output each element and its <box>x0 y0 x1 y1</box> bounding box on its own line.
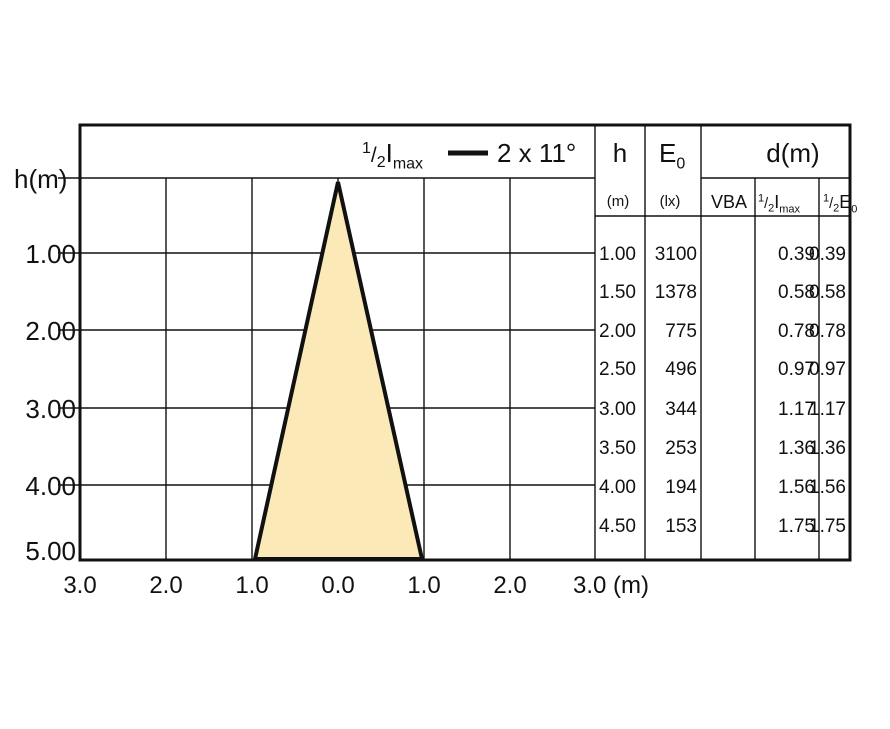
cell-e0: 153 <box>665 516 697 537</box>
cell-e0: 496 <box>665 359 697 380</box>
cell-e0: 3100 <box>655 244 697 265</box>
cell-half-e: 1.56 <box>809 477 846 498</box>
cell-e0: 775 <box>665 321 697 342</box>
cell-half-e: 1.75 <box>809 516 846 537</box>
cell-half-e: 0.58 <box>809 282 846 303</box>
cell-h: 1.50 <box>599 282 636 303</box>
header-d: d(m) <box>766 138 819 168</box>
slash: / <box>371 144 377 167</box>
numerator: 1 <box>362 140 371 157</box>
numerator: 1 <box>823 193 829 205</box>
cell-e0: 194 <box>665 477 697 498</box>
subscript: 0 <box>676 156 685 173</box>
legend-symbol: 1/2Imax <box>362 138 423 173</box>
y-tick-label: 3.00 <box>25 394 76 424</box>
cell-half-imax: 1.36 <box>778 438 815 459</box>
table-lines <box>594 125 850 560</box>
denominator: 2 <box>377 154 386 171</box>
symbol: I <box>774 192 779 212</box>
x-tick-label: 1.0 <box>235 572 268 599</box>
cell-h: 4.00 <box>599 477 636 498</box>
symbol: I <box>386 138 393 168</box>
cell-h: 2.50 <box>599 359 636 380</box>
x-tick-label: 0.0 <box>321 572 354 599</box>
cell-half-imax: 0.97 <box>778 359 815 380</box>
cell-h: 4.50 <box>599 516 636 537</box>
x-tick-label: 2.0 <box>149 572 182 599</box>
y-tick-label: 4.00 <box>25 471 76 501</box>
cell-half-imax: 0.58 <box>778 282 815 303</box>
subscript: 0 <box>851 204 857 216</box>
cell-half-e: 1.36 <box>809 438 846 459</box>
cell-half-imax: 0.39 <box>778 244 815 265</box>
cell-half-e: 1.17 <box>809 399 846 420</box>
denominator: 2 <box>833 203 839 215</box>
subscript: max <box>779 204 800 216</box>
header-e0: E0 <box>659 138 685 173</box>
cell-half-e: 0.39 <box>809 244 846 265</box>
symbol: E <box>659 138 676 168</box>
slash: / <box>764 196 768 212</box>
cell-e0: 344 <box>665 399 697 420</box>
cell-half-imax: 1.17 <box>778 399 815 420</box>
cell-h: 2.00 <box>599 321 636 342</box>
cell-half-e: 0.78 <box>809 321 846 342</box>
x-tick-label: 2.0 <box>493 572 526 599</box>
frame <box>78 123 852 562</box>
cell-h: 1.00 <box>599 244 636 265</box>
unit-vba: VBA <box>711 192 747 212</box>
y-axis-label: h(m) <box>14 164 67 194</box>
x-tick-label: 3.0 (m) <box>573 572 649 599</box>
cell-e0: 1378 <box>655 282 697 303</box>
header-h: h <box>613 138 627 168</box>
y-tick-label: 1.00 <box>25 239 76 269</box>
unit-half-imax: 1/2Imax <box>758 192 801 216</box>
numerator: 1 <box>758 193 764 205</box>
cell-half-imax: 1.56 <box>778 477 815 498</box>
x-tick-label: 3.0 <box>63 572 96 599</box>
symbol: E <box>839 192 851 212</box>
cell-half-imax: 1.75 <box>778 516 815 537</box>
unit-half-e: 1/2E0 <box>823 192 857 216</box>
unit-e0: (lx) <box>660 193 681 210</box>
cell-h: 3.50 <box>599 438 636 459</box>
cell-half-e: 0.97 <box>809 359 846 380</box>
cell-h: 3.00 <box>599 399 636 420</box>
unit-h: (m) <box>607 193 630 210</box>
cell-e0: 253 <box>665 438 697 459</box>
y-tick-label: 5.00 <box>25 536 76 566</box>
legend-label: 2 x 11° <box>497 138 576 168</box>
y-tick-label: 2.00 <box>25 316 76 346</box>
slash: / <box>829 196 833 212</box>
cell-half-imax: 0.78 <box>778 321 815 342</box>
x-tick-label: 1.0 <box>407 572 440 599</box>
subscript: max <box>393 156 423 173</box>
denominator: 2 <box>768 203 774 215</box>
